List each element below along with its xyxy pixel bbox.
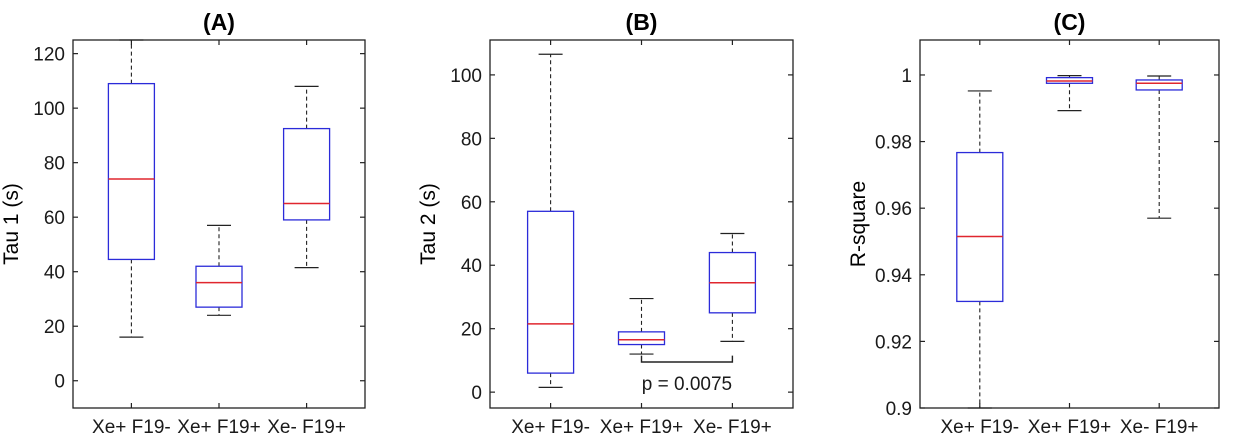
x-tick-label: Xe- F19+ [267, 417, 346, 438]
box-iqr [617, 331, 666, 346]
panel-a: (A) 0 20 40 60 80 100 120 Xe+ F19- Xe+ F19+ Xe- F1… [0, 9, 366, 438]
p-value-label: p = 0.0075 [642, 374, 732, 395]
box-iqr [956, 151, 1004, 303]
y-tick-label: 0 [54, 372, 65, 393]
box-iqr [195, 265, 243, 308]
y-tick-label: 100 [450, 66, 482, 87]
y-tick-label: 60 [461, 193, 482, 214]
significance-bracket [640, 355, 734, 363]
panel-b: (B) 0 20 40 60 80 100 Xe+ F19- Xe+ F19+ Xe- F19+ T… [417, 9, 794, 438]
y-tick-label: 0.98 [875, 133, 912, 154]
panel-c: (C) 0.9 0.92 0.94 0.96 0.98 1 Xe+ F19- Xe+ F19+ X… [847, 9, 1220, 438]
box-iqr [1135, 79, 1183, 91]
y-axis-label: Tau 1 (s) [0, 183, 23, 265]
x-tick-label: Xe+ F19+ [1028, 417, 1111, 438]
y-axis-label: R-square [847, 181, 870, 267]
y-tick-label: 0.96 [875, 199, 912, 220]
x-tick-label: Xe+ F19- [511, 417, 590, 438]
y-tick-label: 0 [471, 383, 482, 404]
chart-title: (A) [203, 9, 235, 35]
x-tick-label: Xe- F19+ [1120, 417, 1199, 438]
y-tick-label: 60 [44, 208, 65, 229]
y-tick-label: 40 [461, 256, 482, 277]
y-tick-label: 80 [44, 154, 65, 175]
x-tick-label: Xe- F19+ [693, 417, 772, 438]
chart-title: (C) [1054, 9, 1086, 35]
axes-frame [72, 39, 366, 409]
x-tick-label: Xe+ F19+ [600, 417, 683, 438]
y-tick-label: 1 [901, 66, 912, 87]
box-iqr [526, 210, 575, 374]
axes-frame [919, 39, 1220, 409]
chart-title: (B) [626, 9, 658, 35]
y-axis-label: Tau 2 (s) [417, 183, 440, 265]
y-tick-label: 20 [461, 320, 482, 341]
y-tick-label: 100 [33, 99, 65, 120]
y-tick-label: 0.94 [875, 266, 912, 287]
y-tick-label: 20 [44, 317, 65, 338]
x-tick-label: Xe+ F19+ [177, 417, 260, 438]
y-tick-label: 0.92 [875, 332, 912, 353]
y-tick-label: 80 [461, 129, 482, 150]
box-iqr [282, 127, 331, 221]
y-tick-label: 120 [33, 45, 65, 66]
x-tick-label: Xe+ F19- [940, 417, 1019, 438]
y-tick-label: 40 [44, 263, 65, 284]
x-tick-label: Xe+ F19- [92, 417, 171, 438]
box-iqr [107, 82, 156, 261]
y-tick-label: 0.9 [886, 399, 912, 420]
